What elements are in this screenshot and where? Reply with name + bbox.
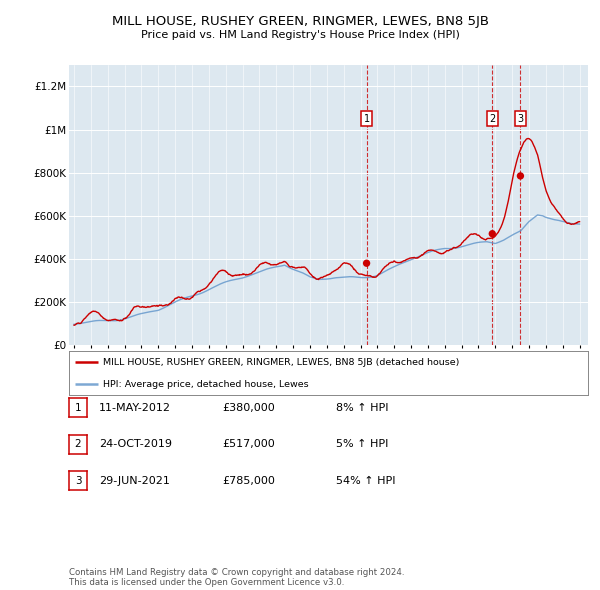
Text: MILL HOUSE, RUSHEY GREEN, RINGMER, LEWES, BN8 5JB: MILL HOUSE, RUSHEY GREEN, RINGMER, LEWES… xyxy=(112,15,488,28)
Text: Contains HM Land Registry data © Crown copyright and database right 2024.
This d: Contains HM Land Registry data © Crown c… xyxy=(69,568,404,587)
Text: 24-OCT-2019: 24-OCT-2019 xyxy=(99,440,172,449)
Text: 2: 2 xyxy=(489,114,496,124)
Text: MILL HOUSE, RUSHEY GREEN, RINGMER, LEWES, BN8 5JB (detached house): MILL HOUSE, RUSHEY GREEN, RINGMER, LEWES… xyxy=(103,358,459,366)
Text: 54% ↑ HPI: 54% ↑ HPI xyxy=(336,476,395,486)
Point xyxy=(515,171,525,181)
Text: 11-MAY-2012: 11-MAY-2012 xyxy=(99,403,171,412)
Text: £380,000: £380,000 xyxy=(222,403,275,412)
Text: 3: 3 xyxy=(74,476,82,486)
Text: £517,000: £517,000 xyxy=(222,440,275,449)
Text: 5% ↑ HPI: 5% ↑ HPI xyxy=(336,440,388,449)
Text: 1: 1 xyxy=(74,403,82,412)
Text: 29-JUN-2021: 29-JUN-2021 xyxy=(99,476,170,486)
Text: 1: 1 xyxy=(364,114,370,124)
Point xyxy=(362,258,371,268)
Text: 3: 3 xyxy=(517,114,523,124)
Point xyxy=(487,229,497,238)
Text: 8% ↑ HPI: 8% ↑ HPI xyxy=(336,403,389,412)
Text: £785,000: £785,000 xyxy=(222,476,275,486)
Text: 2: 2 xyxy=(74,440,82,449)
Text: Price paid vs. HM Land Registry's House Price Index (HPI): Price paid vs. HM Land Registry's House … xyxy=(140,30,460,40)
Text: HPI: Average price, detached house, Lewes: HPI: Average price, detached house, Lewe… xyxy=(103,380,308,389)
